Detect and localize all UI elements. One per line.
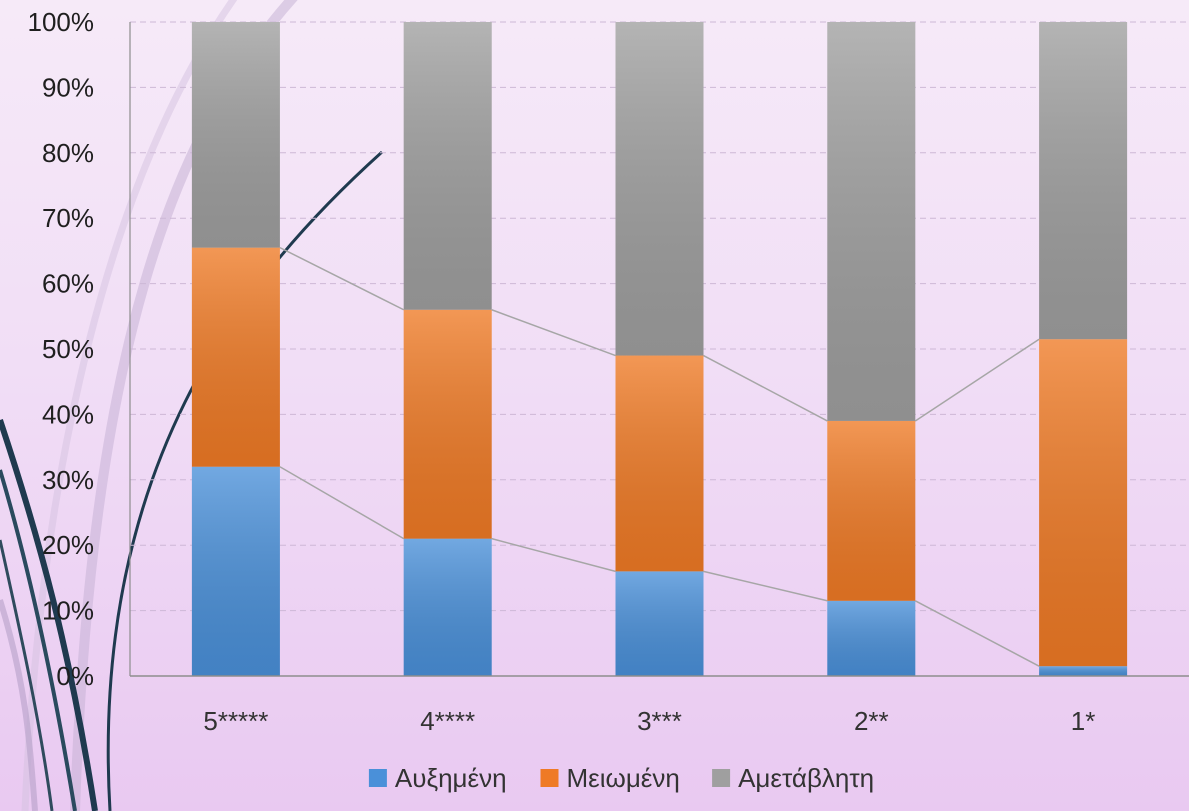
y-tick-label: 60%: [42, 269, 94, 299]
bar-stack: [403, 22, 492, 676]
y-axis-tick-labels: 0% 10% 20% 30% 40% 50% 60% 70% 80% 90% 100%: [28, 7, 95, 691]
series-line: [703, 570, 828, 602]
legend-item: Αμετάβλητη: [712, 763, 874, 793]
bar-stack: [827, 22, 916, 676]
bar-segment-shade: [1039, 339, 1128, 667]
x-tick-label: 3***: [637, 706, 682, 736]
y-tick-label: 20%: [42, 530, 94, 560]
series-line: [914, 338, 1040, 422]
series-line: [703, 354, 828, 422]
series-line: [279, 466, 405, 540]
bar-segment-shade: [827, 600, 916, 676]
series-line: [279, 246, 405, 311]
series-line: [914, 600, 1040, 667]
x-tick-label: 1*: [1071, 706, 1096, 736]
legend-label: Αμετάβλητη: [738, 763, 874, 793]
y-tick-label: 50%: [42, 334, 94, 364]
y-tick-label: 80%: [42, 138, 94, 168]
bar-segment-shade: [615, 571, 704, 676]
bar-stack: [615, 22, 704, 676]
legend-label: Αυξημένη: [395, 763, 507, 793]
series-connector-lines: [279, 246, 1040, 667]
y-tick-label: 0%: [56, 661, 94, 691]
bar-segment-shade: [827, 22, 916, 421]
y-tick-label: 30%: [42, 465, 94, 495]
bar-stacks: [191, 22, 1128, 676]
bar-segment-shade: [191, 247, 280, 467]
series-line: [491, 537, 616, 573]
bar-segment-shade: [615, 355, 704, 572]
x-tick-label: 5*****: [203, 706, 268, 736]
series-line: [491, 309, 616, 357]
bar-stack: [191, 22, 280, 676]
y-tick-label: 10%: [42, 596, 94, 626]
x-tick-label: 4****: [420, 706, 475, 736]
y-tick-label: 100%: [28, 7, 95, 37]
legend-swatch: [368, 769, 387, 787]
legend-swatch: [712, 769, 731, 787]
bar-segment-shade: [827, 420, 916, 601]
legend-swatch: [540, 769, 559, 787]
bar-segment-shade: [1039, 666, 1128, 676]
axes: [129, 22, 1189, 677]
bar-segment-shade: [615, 22, 704, 356]
x-axis-tick-labels: 5***** 4**** 3*** 2** 1*: [203, 706, 1095, 736]
bar-segment-shade: [403, 538, 492, 676]
bar-segment-shade: [191, 22, 280, 248]
bar-segment-shade: [403, 22, 492, 310]
y-tick-label: 70%: [42, 203, 94, 233]
legend-item: Μειωμένη: [540, 763, 680, 793]
bar-segment-shade: [403, 309, 492, 539]
x-tick-label: 2**: [854, 706, 889, 736]
y-gridlines: [130, 21, 1189, 612]
y-tick-label: 40%: [42, 399, 94, 429]
bar-stack: [1039, 22, 1128, 676]
legend-label: Μειωμένη: [567, 763, 680, 793]
legend: Αυξημένη Μειωμένη Αμετάβλητη: [368, 763, 874, 793]
bar-segment-shade: [191, 466, 280, 676]
bar-segment-shade: [1039, 22, 1128, 340]
y-tick-label: 90%: [42, 72, 94, 102]
legend-item: Αυξημένη: [368, 763, 507, 793]
